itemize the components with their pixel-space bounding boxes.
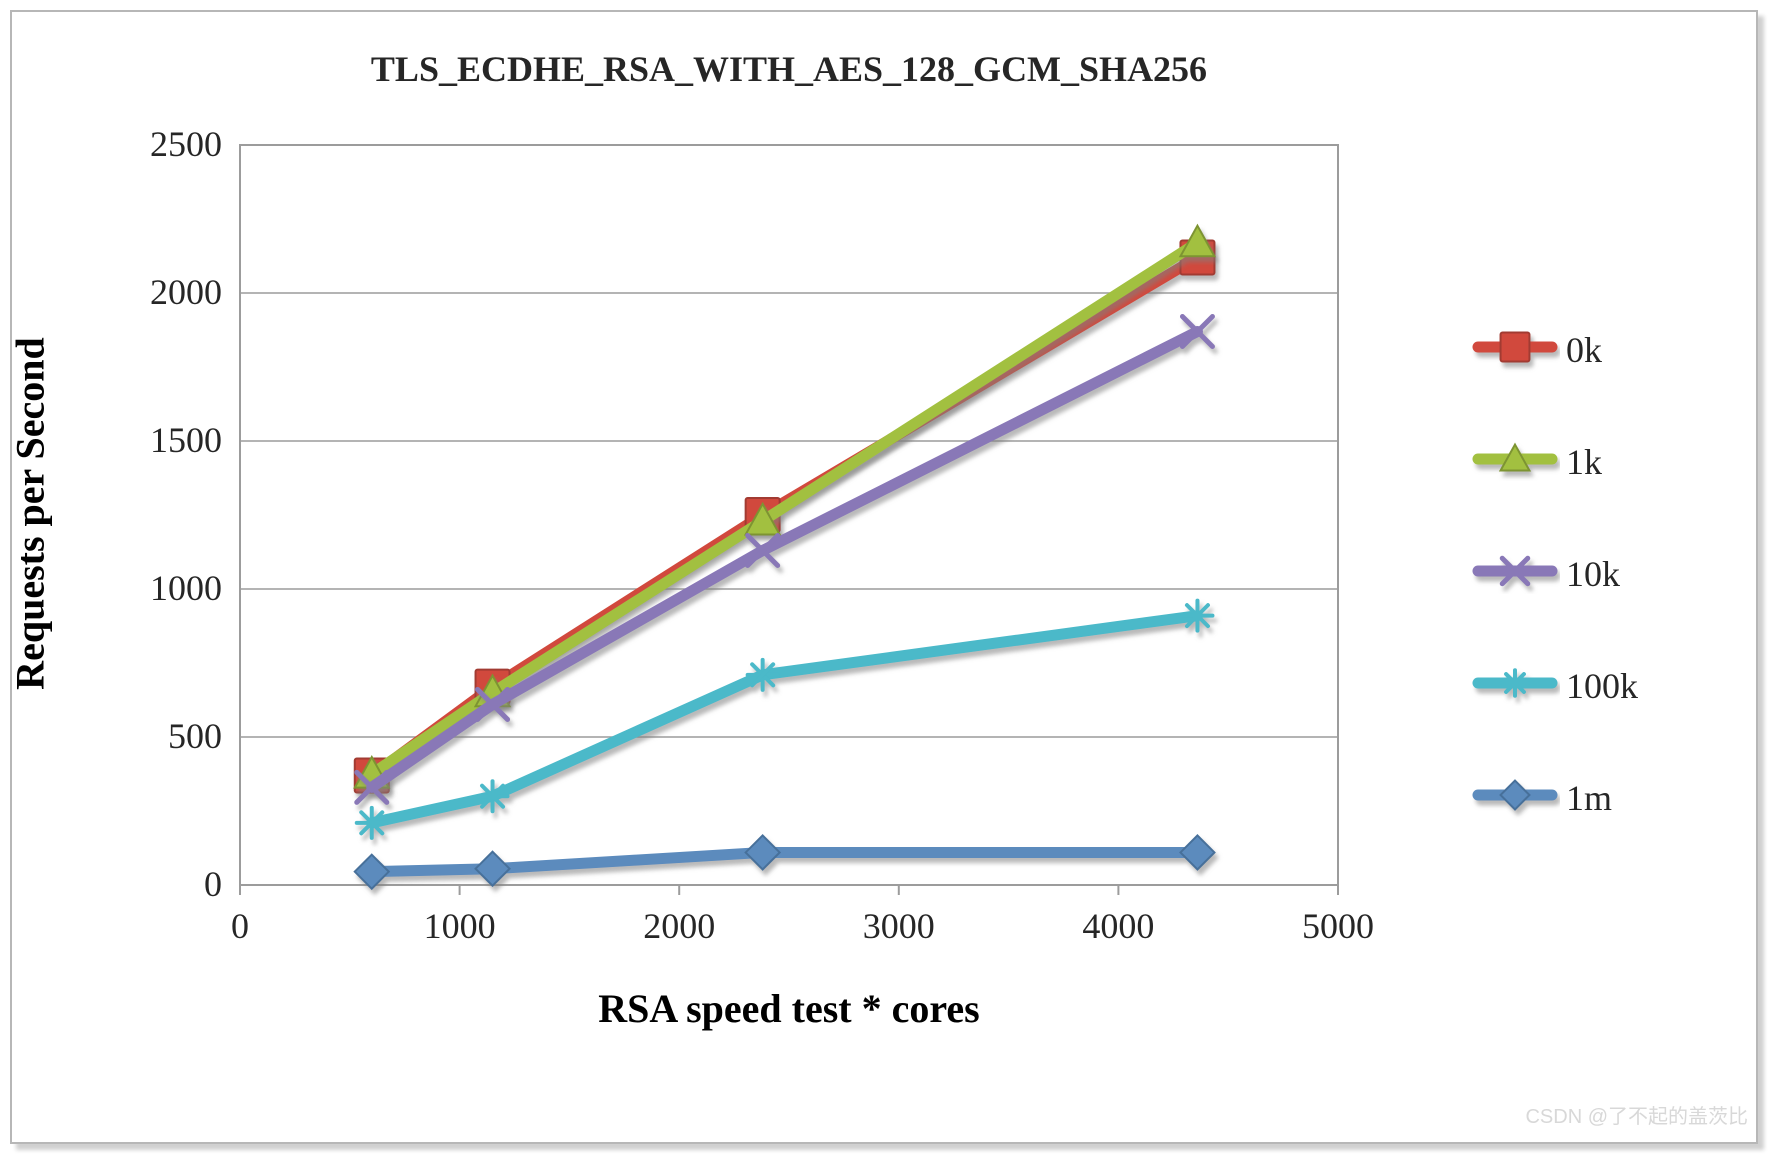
legend-label: 10k	[1566, 553, 1620, 595]
legend: 0k 1k 10k 100k 1m	[1470, 330, 1638, 890]
x-tick: 2000	[629, 905, 729, 947]
series-100k	[357, 601, 1213, 838]
series-1k	[355, 226, 1215, 788]
watermark: CSDN @了不起的盖茨比	[1525, 1100, 1748, 1129]
y-tick: 0	[204, 863, 222, 905]
legend-item-0k: 0k	[1470, 330, 1638, 370]
series-1m	[355, 835, 1215, 888]
x-tick: 3000	[849, 905, 949, 947]
legend-label: 0k	[1566, 329, 1602, 371]
legend-item-1k: 1k	[1470, 442, 1638, 482]
legend-swatch	[1470, 325, 1560, 375]
x-tick: 4000	[1068, 905, 1168, 947]
legend-item-100k: 100k	[1470, 666, 1638, 706]
y-tick: 2000	[150, 271, 222, 313]
x-tick: 0	[190, 905, 290, 947]
legend-item-1m: 1m	[1470, 778, 1638, 818]
legend-swatch	[1470, 661, 1560, 711]
legend-swatch	[1470, 773, 1560, 823]
y-tick: 500	[168, 715, 222, 757]
y-tick: 1000	[150, 567, 222, 609]
x-tick: 5000	[1288, 905, 1388, 947]
legend-label: 1k	[1566, 441, 1602, 483]
series-10k	[357, 316, 1213, 802]
legend-item-10k: 10k	[1470, 554, 1638, 594]
legend-label: 1m	[1566, 777, 1612, 819]
x-axis-label: RSA speed test * cores	[240, 985, 1338, 1032]
y-tick: 1500	[150, 419, 222, 461]
legend-swatch	[1470, 437, 1560, 487]
y-axis-label: Requests per Second	[7, 264, 54, 764]
y-tick: 2500	[150, 123, 222, 165]
x-tick: 1000	[410, 905, 510, 947]
legend-label: 100k	[1566, 665, 1638, 707]
legend-swatch	[1470, 549, 1560, 599]
